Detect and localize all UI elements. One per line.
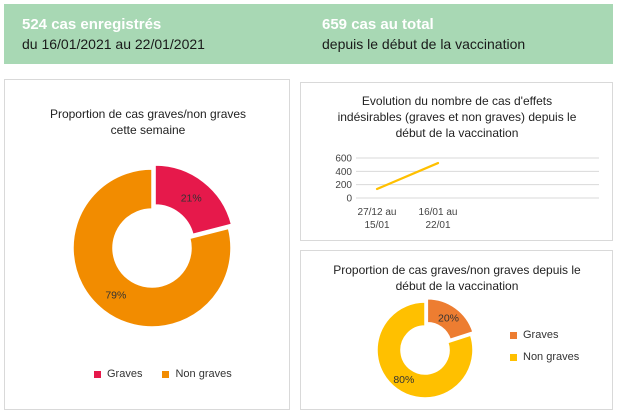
legend-swatch-non-graves bbox=[510, 353, 517, 361]
legend-swatch-non-graves bbox=[162, 370, 170, 378]
donut-slice-non-graves bbox=[376, 301, 474, 399]
legend-item-graves: Graves bbox=[94, 368, 142, 380]
legend-label-non-graves: Non graves bbox=[175, 368, 232, 380]
y-tick-label: 0 bbox=[346, 194, 352, 205]
total-donut-chart: 20% 80% bbox=[376, 298, 474, 399]
x-tick-label: 27/12 au bbox=[358, 207, 397, 218]
legend-label-graves: Graves bbox=[107, 368, 143, 380]
series-line bbox=[375, 161, 440, 191]
evolution-line-chart: 0 200 400 600 27/12 au 15/01 16/01 au 22/01 bbox=[335, 154, 599, 231]
donut-data-label: 21% bbox=[181, 192, 202, 204]
legend-label-graves: Graves bbox=[523, 329, 559, 341]
y-tick-label: 600 bbox=[335, 154, 352, 165]
x-tick-label: 16/01 au bbox=[419, 207, 458, 218]
donut-slice-graves bbox=[154, 164, 233, 236]
donut-data-label: 20% bbox=[438, 313, 459, 325]
donut-slice-graves bbox=[426, 298, 474, 341]
evolution-line-panel: Evolution du nombre de cas d'effets indé… bbox=[300, 82, 613, 241]
x-tick-label: 22/01 bbox=[425, 220, 450, 231]
weekly-donut-panel: Proportion de cas graves/non graves cett… bbox=[4, 79, 290, 410]
y-tick-label: 400 bbox=[335, 167, 352, 178]
legend-item-non-graves: Non graves bbox=[510, 351, 579, 363]
total-donut-panel: Proportion de cas graves/non graves depu… bbox=[300, 250, 613, 410]
weekly-donut-chart: 21% 79% bbox=[72, 164, 233, 328]
weekly-stat: 524 cas enregistrés du 16/01/2021 au 22/… bbox=[22, 16, 205, 53]
legend-swatch-graves bbox=[510, 331, 517, 339]
legend-item-graves: Graves bbox=[510, 329, 579, 341]
weekly-donut-legend: Graves Non graves bbox=[94, 368, 232, 380]
x-tick-label: 15/01 bbox=[364, 220, 389, 231]
donut-data-label: 79% bbox=[105, 290, 126, 302]
summary-banner: 524 cas enregistrés du 16/01/2021 au 22/… bbox=[4, 4, 613, 64]
weekly-count: 524 cas enregistrés bbox=[22, 16, 162, 33]
y-tick-label: 200 bbox=[335, 180, 352, 191]
legend-label-non-graves: Non graves bbox=[523, 351, 580, 363]
total-stat: 659 cas au total depuis le début de la v… bbox=[322, 16, 525, 53]
total-donut-legend: Graves Non graves bbox=[510, 329, 579, 373]
line-chart-title: Evolution du nombre de cas d'effets indé… bbox=[337, 94, 577, 140]
total-period: depuis le début de la vaccination bbox=[322, 36, 526, 52]
total-count: 659 cas au total bbox=[322, 16, 434, 33]
weekly-period: du 16/01/2021 au 22/01/2021 bbox=[22, 36, 205, 52]
total-donut-title: Proportion de cas graves/non graves depu… bbox=[333, 263, 581, 293]
donut-data-label: 80% bbox=[393, 374, 414, 386]
legend-item-non-graves: Non graves bbox=[162, 368, 232, 380]
weekly-donut-title: Proportion de cas graves/non graves cett… bbox=[49, 107, 247, 137]
legend-swatch-graves bbox=[94, 370, 101, 378]
donut-slice-non-graves bbox=[72, 168, 232, 328]
